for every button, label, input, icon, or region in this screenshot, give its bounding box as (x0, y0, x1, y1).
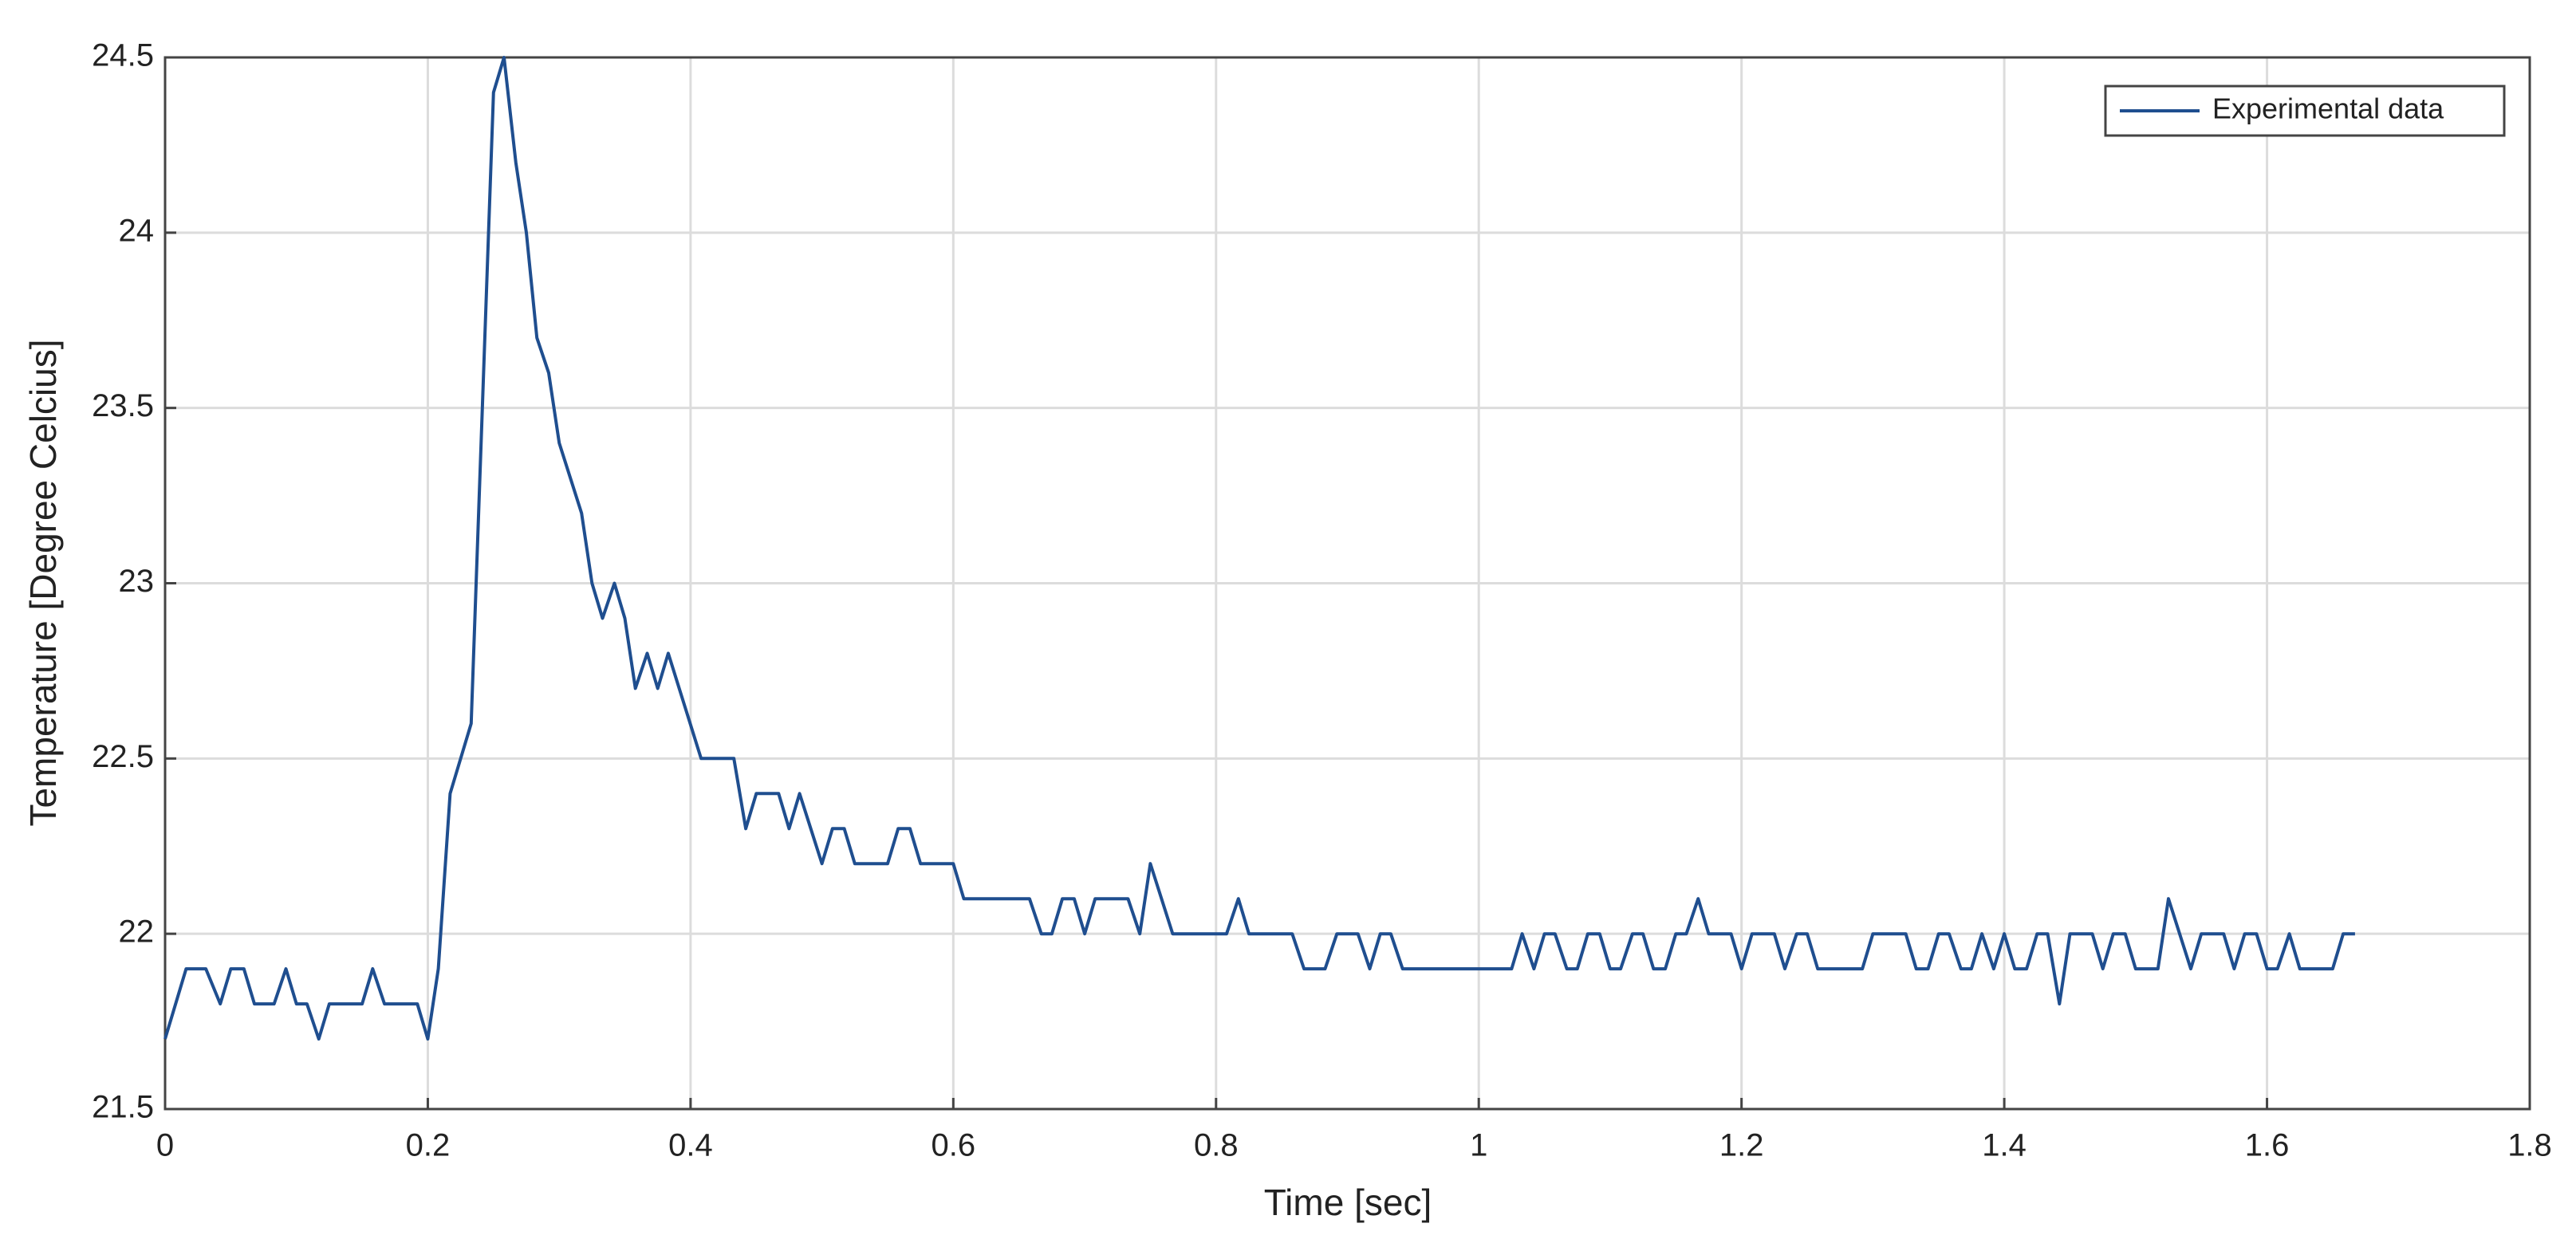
x-tick-label: 1.2 (1719, 1128, 1764, 1163)
plot-border (163, 56, 2531, 1111)
y-tick-label: 24 (119, 213, 155, 248)
x-tick-label: 1 (1470, 1128, 1487, 1163)
x-tick-label: 1.6 (2245, 1128, 2290, 1163)
x-tick-label: 1.8 (2507, 1128, 2552, 1163)
y-tick-label: 23.5 (92, 388, 154, 423)
x-tick-label: 0.8 (1194, 1128, 1239, 1163)
x-axis-label: Time [sec] (1264, 1182, 1432, 1223)
y-tick-label: 21.5 (92, 1090, 154, 1125)
x-tick-label: 1.4 (1982, 1128, 2027, 1163)
x-tick-label: 0 (156, 1128, 174, 1163)
y-tick-label: 22 (119, 915, 155, 950)
y-axis-label: Temperature [Degree Celcius] (22, 339, 64, 826)
x-tick-label: 0.6 (932, 1128, 976, 1163)
x-tick-label: 0.2 (406, 1128, 451, 1163)
data-line (163, 56, 2355, 1041)
y-tick-label: 22.5 (92, 739, 154, 774)
x-tick-label: 0.4 (668, 1128, 713, 1163)
y-tick-label: 23 (119, 564, 155, 599)
y-tick-label: 24.5 (92, 38, 154, 73)
legend-label: Experimental data (2212, 92, 2444, 125)
